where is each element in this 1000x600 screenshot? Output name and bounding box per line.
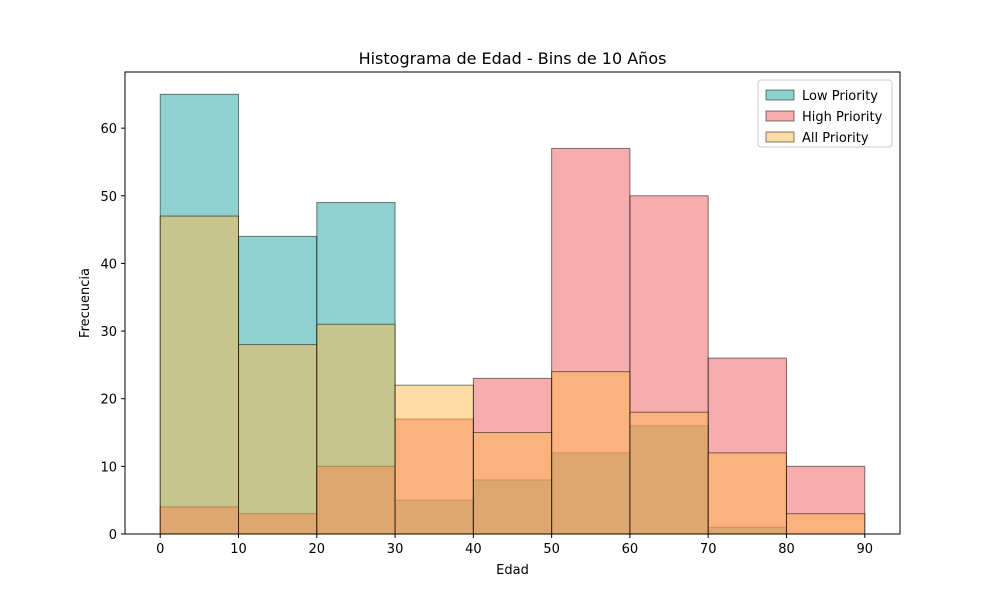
histogram-bar [707,452,787,535]
histogram-bar [238,344,318,535]
histogram-bar [551,371,631,535]
x-tick-label: 20 [309,542,326,557]
y-tick-label: 30 [100,325,117,340]
legend-swatch [765,89,795,101]
histogram-bar [785,513,866,535]
x-tick-label: 60 [622,542,639,557]
legend-swatch [765,110,795,122]
series-all-priority [159,215,866,535]
x-tick-label: 10 [230,542,247,557]
x-tick-label: 40 [465,542,482,557]
legend-label: High Priority [802,110,883,125]
histogram-bar [316,323,396,535]
axes-layer: 0 10 20 30 40 50 60 70 80 90 0 10 20 30 40 50 60 [100,122,873,557]
legend-swatch [765,131,795,143]
x-axis-title: Edad [496,563,529,578]
y-tick-label: 50 [100,190,117,205]
y-tick-label: 40 [100,257,117,272]
legend: Low Priority High Priority All Priority [757,79,893,148]
x-tick-label: 80 [778,542,795,557]
x-tick-label: 50 [543,542,560,557]
histogram-bar [159,215,240,535]
y-tick-label: 20 [100,393,117,408]
x-tick-label: 90 [856,542,873,557]
x-tick-label: 30 [387,542,404,557]
bars-layer [159,93,866,535]
legend-label: All Priority [802,131,869,146]
x-tick-label: 0 [156,542,164,557]
y-tick-label: 10 [100,460,117,475]
chart-title: Histograma de Edad - Bins de 10 Años [359,49,667,68]
x-tick-label: 70 [700,542,717,557]
y-tick-label: 0 [109,528,117,543]
plot-frame [124,71,901,535]
y-tick-label: 60 [100,122,117,137]
legend-label: Low Priority [802,89,878,104]
y-axis-title: Frecuencia [78,268,93,338]
histogram-bar [629,411,709,535]
histogram-bar [394,384,474,535]
histogram-bar [472,432,553,535]
